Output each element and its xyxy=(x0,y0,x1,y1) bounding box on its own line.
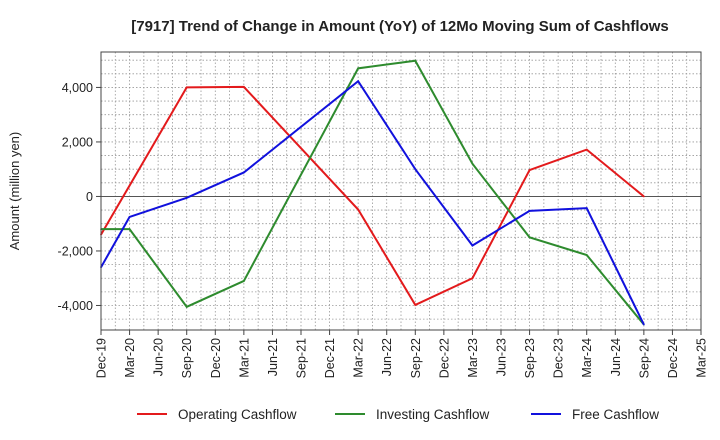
series-layer xyxy=(100,59,645,326)
x-tick-label: Mar-24 xyxy=(580,338,594,378)
x-tick-label: Jun-21 xyxy=(266,338,280,376)
plot-area xyxy=(101,52,701,330)
data-point-investing-cashflow xyxy=(243,280,245,282)
x-tick-label: Sep-23 xyxy=(523,338,537,378)
data-point-operating-cashflow xyxy=(585,148,588,151)
x-tick-label: Dec-24 xyxy=(666,338,680,378)
data-point-operating-cashflow xyxy=(643,195,645,198)
y-tick-label: 0 xyxy=(86,190,93,204)
data-point-free-cashflow xyxy=(243,171,245,174)
legend: Operating Cashflow Investing Cashflow Free… xyxy=(137,407,659,422)
x-tick-label: Jun-23 xyxy=(495,338,509,376)
x-tick-label: Dec-22 xyxy=(437,338,451,378)
x-tick-label: Jun-22 xyxy=(380,338,394,376)
x-tick-label: Jun-24 xyxy=(609,338,623,376)
data-point-investing-cashflow xyxy=(357,67,359,70)
chart-title: [7917] Trend of Change in Amount (YoY) o… xyxy=(131,18,669,35)
x-tick-label: Dec-21 xyxy=(323,338,337,378)
data-point-investing-cashflow xyxy=(128,228,131,230)
y-tick-label: -4,000 xyxy=(58,299,93,313)
x-tick-label: Sep-24 xyxy=(637,338,651,378)
x-tick-label: Sep-22 xyxy=(409,338,423,378)
data-point-operating-cashflow xyxy=(357,208,359,211)
data-point-free-cashflow xyxy=(585,207,588,209)
series-line-free-cashflow xyxy=(100,79,645,325)
data-point-operating-cashflow xyxy=(414,304,417,306)
data-point-free-cashflow xyxy=(357,80,359,82)
plot-background xyxy=(101,52,701,330)
x-tick-label: Mar-22 xyxy=(352,338,366,378)
data-point-free-cashflow xyxy=(471,244,474,247)
legend-label-investing-cashflow: Investing Cashflow xyxy=(376,407,490,422)
y-tick-label: 2,000 xyxy=(62,135,93,149)
x-tick-label: Dec-19 xyxy=(95,338,109,378)
x-tick-label: Sep-21 xyxy=(295,338,309,378)
plot-frame xyxy=(100,51,702,331)
data-point-free-cashflow xyxy=(528,210,531,212)
x-tick-label: Mar-23 xyxy=(466,338,480,378)
y-axis-ticks: -4,000 -2,000 0 2,000 4,000 xyxy=(58,81,101,313)
x-tick-label: Dec-20 xyxy=(209,338,223,378)
data-point-free-cashflow xyxy=(414,168,417,170)
x-axis-ticks: Dec-19 Mar-20 Jun-20 Sep-20 Dec-20 Mar-21 Jun-… xyxy=(95,330,709,378)
x-tick-label: Dec-23 xyxy=(552,338,566,378)
y-tick-label: 4,000 xyxy=(62,81,93,95)
data-point-investing-cashflow xyxy=(414,59,417,62)
plot-border xyxy=(100,51,702,331)
data-point-investing-cashflow xyxy=(471,162,474,165)
data-point-investing-cashflow xyxy=(528,236,531,239)
y-tick-label: -2,000 xyxy=(58,244,93,258)
data-point-investing-cashflow xyxy=(185,306,188,308)
x-tick-label: Mar-20 xyxy=(123,338,137,378)
x-tick-label: Mar-25 xyxy=(695,338,709,378)
legend-label-operating-cashflow: Operating Cashflow xyxy=(178,407,297,422)
data-point-free-cashflow xyxy=(643,323,645,326)
legend-label-free-cashflow: Free Cashflow xyxy=(572,407,659,422)
data-point-operating-cashflow xyxy=(471,277,474,280)
data-point-free-cashflow xyxy=(185,197,188,199)
data-point-operating-cashflow xyxy=(185,86,188,89)
data-point-free-cashflow xyxy=(128,216,131,218)
x-tick-label: Jun-20 xyxy=(152,338,166,376)
data-point-investing-cashflow xyxy=(585,254,588,256)
grid-lines xyxy=(101,52,701,330)
y-axis-label: Amount (million yen) xyxy=(7,132,22,251)
data-point-operating-cashflow xyxy=(528,169,531,171)
data-point-operating-cashflow xyxy=(243,86,245,88)
x-tick-label: Mar-21 xyxy=(237,338,251,378)
series-line-investing-cashflow xyxy=(101,59,645,326)
x-tick-label: Sep-20 xyxy=(180,338,194,378)
